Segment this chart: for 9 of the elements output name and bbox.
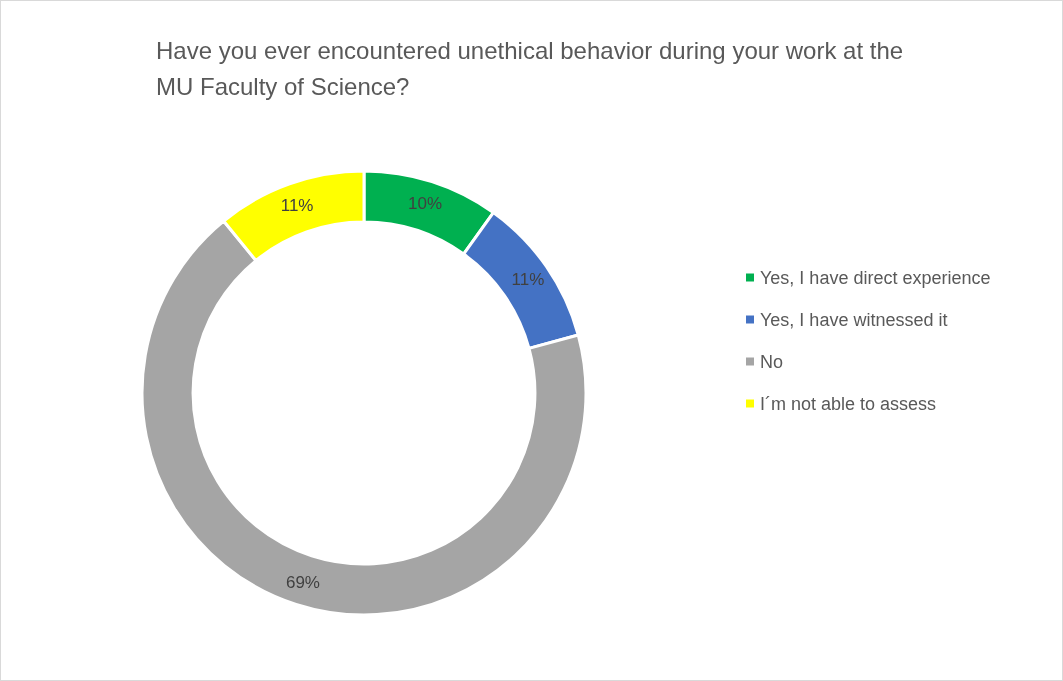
legend-label: Yes, I have witnessed it bbox=[760, 309, 948, 330]
data-label: 69% bbox=[285, 573, 320, 593]
legend-label: I´m not able to assess bbox=[760, 393, 937, 414]
data-label: 10% bbox=[408, 193, 443, 213]
chart-title: Have you ever encountered unethical behavior during your work at the MU Faculty of Science? bbox=[156, 36, 910, 100]
legend-label: Yes, I have direct experience bbox=[760, 267, 991, 288]
data-label: 11% bbox=[280, 195, 314, 215]
legend-label: No bbox=[760, 351, 784, 372]
data-label: 11% bbox=[511, 269, 545, 289]
